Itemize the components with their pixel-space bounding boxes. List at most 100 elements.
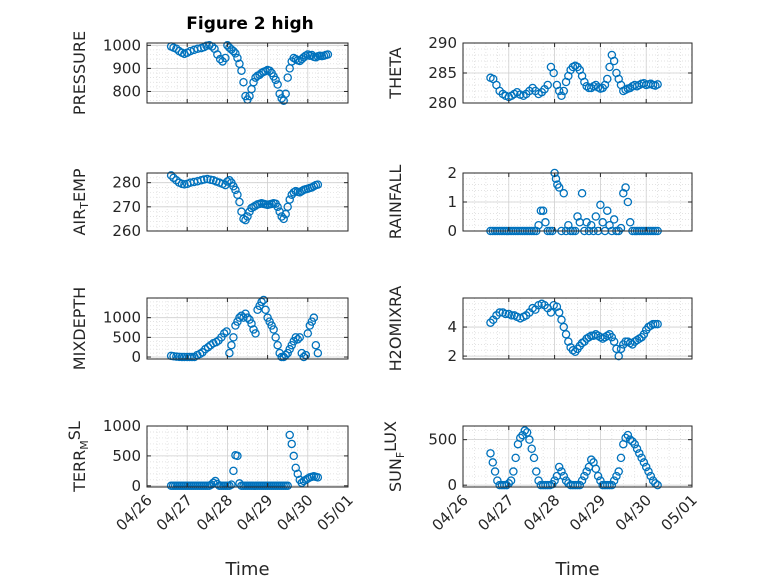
panel-h2omixra: 4 2 H2OMIXRA: [386, 286, 693, 372]
data-point: [273, 202, 282, 212]
data-point: [549, 68, 558, 78]
data-point: [637, 453, 646, 463]
y-tick-label: 800: [112, 82, 141, 100]
data-point: [653, 480, 662, 490]
y-tick-label: 1000: [103, 309, 141, 327]
data-point: [221, 53, 230, 63]
y-tick-label: 260: [112, 222, 141, 240]
data-point: [614, 467, 623, 476]
data-point: [249, 77, 258, 87]
x-tick-label: 05/01: [658, 491, 701, 534]
data-point: [527, 444, 536, 454]
data-point: [532, 467, 541, 476]
data-point: [529, 453, 539, 463]
y-axis-label: AIRTEMP: [70, 168, 91, 235]
data-point: [490, 467, 500, 476]
data-point: [559, 189, 569, 198]
data-point: [525, 435, 534, 444]
data-point: [575, 480, 585, 490]
data-point: [313, 180, 323, 189]
data-point: [506, 476, 516, 485]
data-point: [584, 83, 594, 93]
data-point: [169, 351, 178, 361]
data-point: [612, 344, 621, 354]
data-point: [235, 313, 244, 322]
data-point: [603, 206, 612, 215]
data-point: [285, 195, 294, 204]
data-point: [554, 183, 564, 192]
x-tick-label: 04/30: [612, 491, 655, 534]
x-tick-label: 04/28: [193, 491, 236, 534]
data-point: [543, 80, 552, 90]
data-point: [231, 185, 240, 195]
y-tick-label: 2: [447, 164, 457, 182]
axes-box: [146, 42, 349, 104]
y-axis-label: TERRMSL: [65, 421, 91, 493]
data-point: [172, 352, 181, 361]
x-tick-label: 04/26: [113, 491, 156, 534]
data-point: [239, 77, 248, 87]
data-point: [225, 175, 234, 185]
data-point: [623, 430, 633, 440]
data-point: [309, 313, 319, 322]
data-point: [243, 313, 252, 322]
data-point: [520, 426, 530, 435]
data-point: [561, 330, 571, 339]
y-tick-label: 0: [131, 477, 141, 495]
data-point: [259, 295, 268, 305]
data-point: [573, 480, 582, 490]
y-tick-label: 290: [428, 34, 457, 52]
data-point: [502, 480, 511, 490]
data-point: [577, 476, 587, 485]
x-tick-label: 04/29: [566, 491, 609, 534]
data-point: [559, 86, 569, 96]
data-point: [543, 480, 552, 490]
data-point: [291, 333, 300, 342]
data-point: [603, 480, 612, 490]
data-point: [605, 480, 614, 490]
y-tick-label: 500: [428, 431, 457, 449]
y-tick-label: 1000: [103, 417, 141, 435]
data-point: [273, 340, 282, 350]
data-point: [580, 471, 589, 481]
data-point: [166, 171, 176, 180]
data-point: [225, 348, 234, 358]
data-point: [609, 56, 619, 66]
data-point: [551, 174, 561, 184]
data-point: [281, 89, 290, 99]
data-point: [222, 327, 231, 336]
data-point: [229, 333, 238, 342]
x-tick-label: 04/30: [273, 491, 316, 534]
data-point: [493, 476, 502, 485]
data-point: [644, 467, 653, 476]
data-point: [285, 430, 294, 440]
y-tick-label: 500: [112, 328, 141, 346]
y-tick-label: 1: [447, 193, 457, 211]
x-tick-label: 04/26: [429, 491, 472, 534]
data-point: [186, 46, 195, 56]
data-point: [536, 206, 546, 215]
x-tick-label: 04/27: [474, 491, 517, 534]
data-point: [293, 469, 302, 479]
data-point: [291, 463, 300, 473]
data-point: [648, 476, 658, 485]
data-point: [511, 453, 520, 463]
y-axis-label: SUNFLUX: [381, 421, 407, 492]
y-tick-label: 270: [112, 198, 141, 216]
data-point: [625, 218, 635, 227]
x-tick-label: 04/28: [520, 491, 563, 534]
data-point: [261, 305, 270, 315]
y-tick-label: 285: [428, 64, 457, 82]
data-point: [283, 73, 292, 82]
data-point: [646, 471, 656, 481]
y-axis-label: THETA: [386, 47, 405, 99]
data-point: [233, 451, 242, 461]
data-point: [518, 430, 527, 440]
y-tick-label: 900: [112, 59, 141, 77]
data-point: [586, 455, 596, 464]
data-point: [215, 54, 225, 64]
y-axis-label: H2OMIXRA: [386, 286, 405, 372]
x-tick-label: 05/01: [314, 491, 357, 534]
data-point: [557, 315, 566, 325]
